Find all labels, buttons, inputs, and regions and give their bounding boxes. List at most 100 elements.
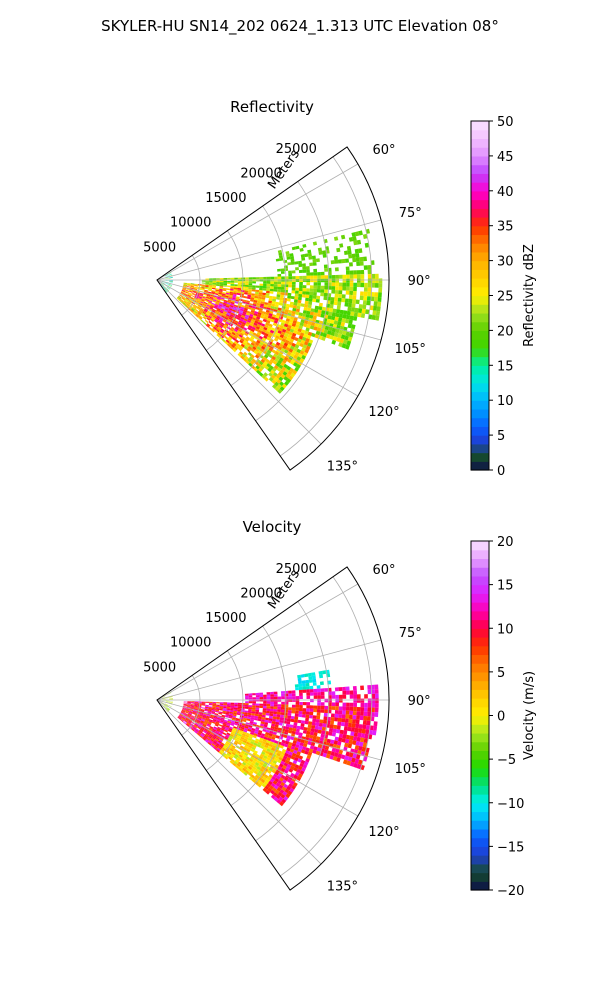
echo-gate — [333, 740, 338, 745]
echo-gate — [284, 704, 289, 708]
echo-gate — [223, 280, 228, 283]
echo-gate — [302, 702, 307, 706]
echo-gate — [192, 726, 197, 729]
echo-gate — [255, 703, 260, 706]
echo-gate — [297, 338, 302, 343]
echo-gate — [279, 343, 284, 348]
echo-gate — [205, 733, 209, 737]
echo-gate — [274, 386, 280, 392]
echo-gate — [320, 278, 325, 283]
echo-gate — [342, 339, 348, 345]
echo-gate — [202, 311, 206, 315]
echo-gate — [371, 314, 376, 320]
echo-gate — [360, 313, 366, 319]
echo-gate — [306, 754, 312, 760]
echo-gate — [231, 745, 236, 749]
echo-gate — [361, 308, 366, 314]
echo-gate — [285, 346, 290, 352]
colorbar-swatch — [471, 426, 489, 436]
r-tick-label: 5000 — [143, 660, 176, 675]
theta-grid-line — [156, 699, 322, 865]
echo-gate — [252, 705, 256, 708]
echo-gate — [262, 738, 267, 743]
echo-gate — [206, 714, 211, 717]
echo-gate — [309, 705, 314, 709]
echo-gate — [236, 757, 241, 762]
echo-gate — [349, 262, 353, 267]
echo-gate — [284, 752, 289, 757]
echo-gate — [203, 302, 207, 306]
echo-gate — [164, 694, 168, 696]
echo-gate — [335, 328, 340, 334]
echo-gate — [234, 333, 239, 338]
echo-gate — [240, 750, 246, 755]
echo-gate — [283, 769, 289, 774]
echo-gate — [347, 306, 352, 312]
echo-gate — [356, 715, 360, 720]
echo-gate — [229, 314, 234, 318]
echo-gate — [183, 285, 187, 287]
echo-gate — [255, 738, 260, 742]
echo-gate — [276, 355, 281, 360]
echo-gate — [259, 365, 265, 370]
echo-gate — [262, 329, 267, 333]
echo-gate — [363, 295, 368, 301]
echo-gate — [236, 763, 241, 768]
echo-gate — [298, 755, 304, 760]
echo-gate — [200, 711, 204, 714]
echo-gate — [243, 295, 248, 299]
echo-gate — [345, 331, 350, 337]
colorbar-tick-label: 40 — [497, 185, 514, 200]
echo-gate — [263, 316, 268, 320]
echo-gate — [267, 326, 272, 330]
echo-gate — [192, 292, 196, 295]
echo-gate — [287, 715, 292, 719]
echo-gate — [296, 768, 302, 774]
echo-gate — [296, 321, 301, 326]
echo-gate — [204, 287, 209, 290]
echo-gate — [283, 783, 289, 789]
echo-gate — [238, 320, 243, 324]
echo-gate — [280, 774, 286, 780]
echo-gate — [222, 312, 227, 316]
r-grid-arc — [279, 156, 373, 457]
r-grid-arc — [255, 181, 330, 422]
echo-gate — [280, 767, 286, 773]
echo-gate — [258, 714, 263, 717]
echo-gate — [216, 333, 221, 338]
echo-gate — [261, 311, 266, 315]
colorbar-tick-label: 15 — [497, 359, 514, 374]
echo-gate — [300, 319, 305, 324]
echo-gate — [290, 261, 295, 265]
echo-gate — [230, 704, 235, 706]
echo-gate — [253, 770, 258, 775]
echo-gate — [286, 785, 292, 791]
echo-gate — [190, 704, 195, 706]
echo-gate — [276, 775, 281, 780]
echo-gate — [208, 315, 212, 319]
echo-gate — [352, 753, 357, 759]
echo-gate — [257, 716, 262, 720]
echo-gate — [200, 733, 205, 737]
echo-gate — [187, 701, 191, 703]
echo-gate — [277, 706, 282, 710]
echo-gate — [378, 283, 383, 288]
echo-gate — [215, 301, 220, 305]
echo-gate — [184, 719, 188, 723]
echo-gate — [320, 285, 325, 290]
echo-gate — [237, 767, 243, 772]
echo-gate — [169, 276, 173, 278]
echo-gate — [190, 701, 195, 703]
echo-gate — [205, 313, 209, 317]
echo-gate — [202, 730, 207, 734]
echo-gate — [250, 741, 255, 745]
echo-gate — [205, 718, 209, 722]
echo-gate — [351, 757, 356, 763]
echo-gate — [314, 725, 319, 730]
echo-gate — [329, 724, 334, 729]
echo-gate — [245, 281, 249, 284]
echo-gate — [211, 328, 215, 333]
echo-gate — [310, 278, 314, 283]
echo-gate — [265, 293, 270, 296]
echo-gate — [255, 707, 260, 710]
